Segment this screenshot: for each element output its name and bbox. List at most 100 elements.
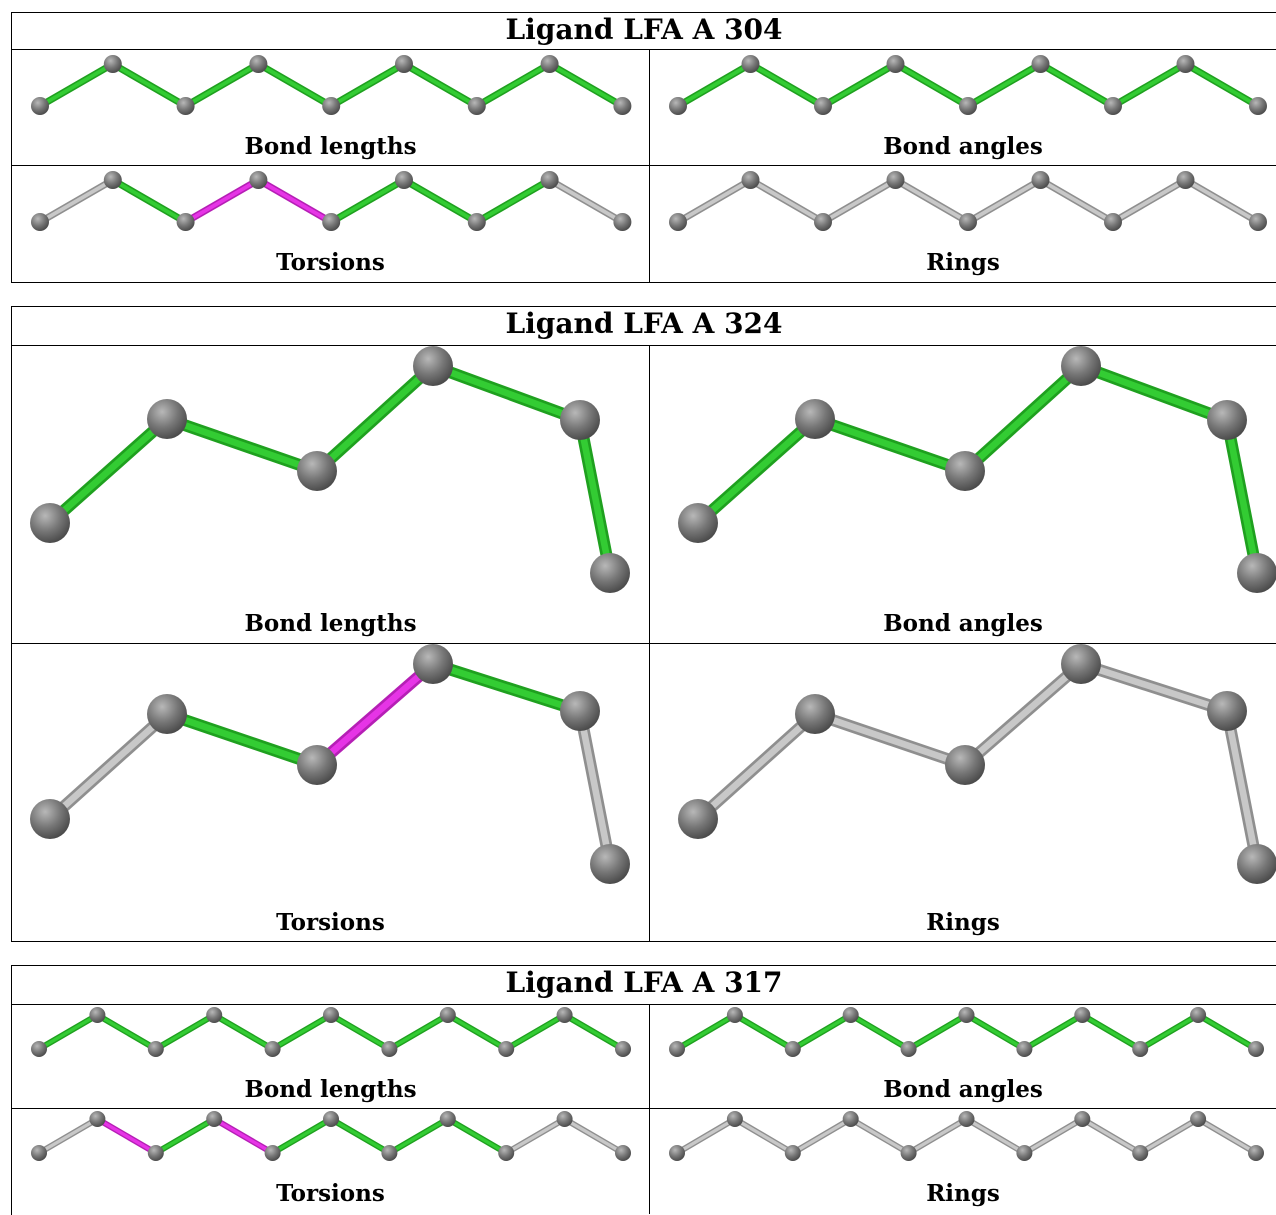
bond-highlight xyxy=(811,710,969,769)
bond-highlight xyxy=(446,1013,508,1051)
ligand-block-304: Ligand LFA A 304 Bond lengths Bond angle… xyxy=(11,12,1276,283)
molecule-diagram xyxy=(30,346,630,593)
ligand-title: Ligand LFA A 324 xyxy=(505,307,783,340)
bond-highlight xyxy=(1038,62,1115,108)
atom xyxy=(147,1041,164,1057)
atom xyxy=(784,1041,801,1057)
bond-highlight xyxy=(675,1013,737,1051)
atom xyxy=(31,1041,47,1057)
bond-highlight xyxy=(387,1117,450,1155)
atom xyxy=(147,1145,164,1161)
bond-highlight xyxy=(547,178,625,224)
bond-highlight xyxy=(95,1013,158,1051)
atom xyxy=(1190,1111,1207,1127)
atom xyxy=(669,97,687,115)
bond-highlight xyxy=(212,1117,275,1155)
divider xyxy=(12,345,1276,346)
atom xyxy=(297,451,337,491)
bond-highlight xyxy=(313,660,437,769)
atom xyxy=(89,1007,106,1023)
atom xyxy=(1207,691,1247,731)
atom xyxy=(814,213,832,231)
panel-torsions: Torsions xyxy=(12,1109,649,1214)
bond-highlight xyxy=(811,415,969,475)
atom xyxy=(297,745,337,785)
atom xyxy=(886,171,905,189)
atom xyxy=(556,1007,573,1023)
bond-highlight xyxy=(429,362,584,424)
atom xyxy=(1190,1007,1207,1023)
atom xyxy=(1237,553,1276,593)
bond-highlight xyxy=(474,178,552,224)
panel-label: Bond angles xyxy=(883,610,1043,637)
atom xyxy=(147,399,187,439)
atom xyxy=(395,171,413,189)
atom xyxy=(678,799,718,839)
bond-highlight xyxy=(446,1117,508,1155)
atom xyxy=(1074,1111,1091,1127)
atom xyxy=(249,171,268,189)
molecule-diagram xyxy=(31,1007,631,1057)
bond-highlight xyxy=(110,62,188,108)
atom xyxy=(31,97,49,115)
molecule-diagram xyxy=(669,171,1267,231)
atom xyxy=(1104,213,1122,231)
atom xyxy=(560,691,600,731)
atom xyxy=(900,1145,917,1161)
atom xyxy=(540,55,559,73)
bond-highlight xyxy=(748,62,825,108)
atom xyxy=(741,55,760,73)
divider xyxy=(12,1108,1276,1109)
atom xyxy=(886,55,905,73)
atom xyxy=(959,213,977,231)
bond-highlight xyxy=(38,62,115,108)
atom xyxy=(467,213,486,231)
bond-highlight xyxy=(1138,1013,1200,1051)
panel-bond-lengths: Bond lengths xyxy=(12,346,649,643)
atom xyxy=(590,553,630,593)
panel-label: Torsions xyxy=(276,1180,385,1207)
bond-highlight xyxy=(694,710,819,823)
panel-rings: Rings xyxy=(650,1109,1276,1214)
bond-highlight xyxy=(402,178,479,224)
atom xyxy=(795,694,835,734)
atom xyxy=(613,97,632,115)
molecule-diagram xyxy=(31,171,632,231)
atom xyxy=(264,1145,281,1161)
atom xyxy=(900,1041,917,1057)
bond-highlight xyxy=(329,1013,392,1051)
atom xyxy=(741,171,760,189)
panel-bond-angles: Bond angles xyxy=(650,50,1276,165)
atom xyxy=(1176,171,1195,189)
atom xyxy=(103,171,122,189)
atom xyxy=(103,55,122,73)
atom xyxy=(30,799,70,839)
atom xyxy=(540,171,559,189)
atom xyxy=(1074,1007,1091,1023)
divider xyxy=(649,1004,650,1214)
panel-label: Bond lengths xyxy=(244,1076,417,1103)
bond-highlight xyxy=(849,1013,911,1051)
atom xyxy=(1031,171,1050,189)
molecule-diagram xyxy=(31,55,632,115)
atom xyxy=(31,213,49,231)
panel-bond-lengths: Bond lengths xyxy=(12,1005,649,1108)
bond-highlight xyxy=(256,178,334,224)
bond-highlight xyxy=(675,1117,737,1155)
atom xyxy=(795,399,835,439)
bond-highlight xyxy=(966,62,1043,108)
atom xyxy=(176,97,195,115)
atom xyxy=(31,1145,47,1161)
ligand-title: Ligand LFA A 304 xyxy=(505,13,783,46)
atom xyxy=(381,1041,398,1057)
bond-highlight xyxy=(1183,178,1260,224)
panel-label: Torsions xyxy=(276,909,385,936)
atom xyxy=(615,1145,631,1161)
atom xyxy=(467,97,486,115)
atom xyxy=(30,503,70,543)
atom xyxy=(958,1007,975,1023)
panel-torsions: Torsions xyxy=(12,166,649,282)
panel-label: Torsions xyxy=(276,249,385,276)
bond-highlight xyxy=(1138,1117,1200,1155)
ligand-block-317: Ligand LFA A 317 Bond lengths Bond angle… xyxy=(11,965,1276,1215)
